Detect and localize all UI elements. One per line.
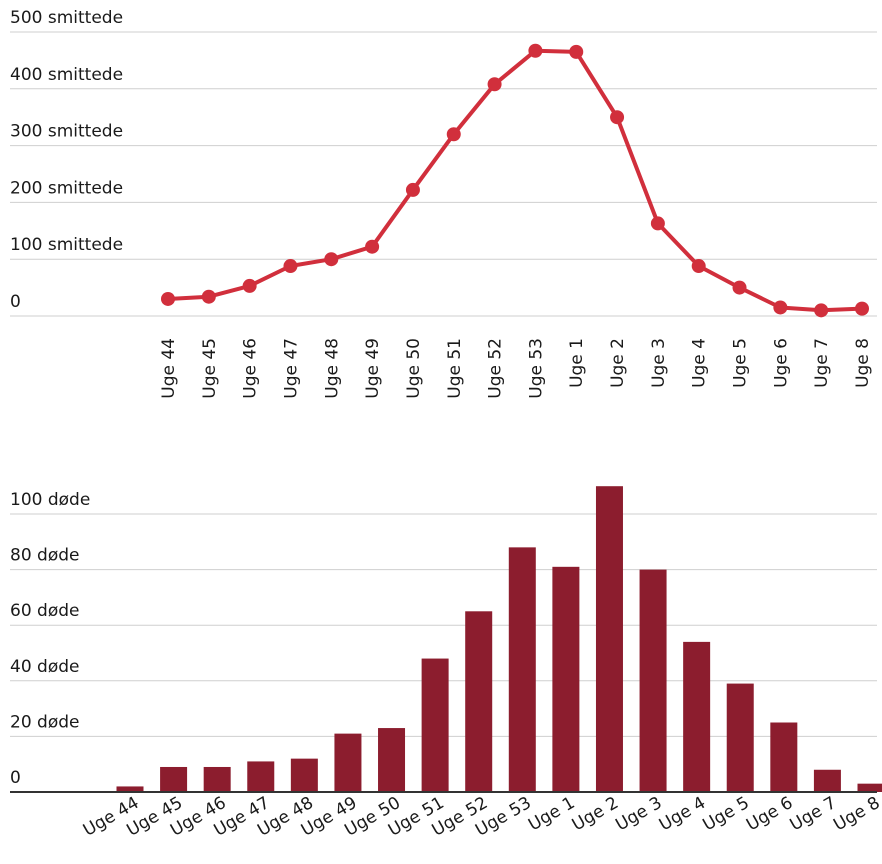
- deaths-bar-uge-2: [595, 486, 623, 792]
- deaths-bar-uge-3: [639, 569, 667, 792]
- infections-x-tick-label: Uge 4: [690, 338, 710, 388]
- deaths-bar-chart: 0 20 døde 40 døde 60 døde 80 døde 100 døde Ug…: [10, 486, 882, 841]
- deaths-y-tick-label: 20 døde: [10, 712, 79, 732]
- infections-line-chart: 0 100 smittede 200 smittede 300 smittede 400…: [10, 8, 877, 399]
- infections-point-uge-4: [691, 259, 706, 274]
- infections-x-tick-label: Uge 50: [404, 338, 424, 399]
- deaths-bar-uge-45: [160, 766, 188, 792]
- infections-point-uge-44: [161, 291, 175, 306]
- infections-point-uge-45: [201, 289, 216, 304]
- infections-x-tick-label: Uge 46: [241, 338, 261, 399]
- infections-y-axis-labels: 0 100 smittede 200 smittede 300 smittede 400…: [10, 8, 123, 312]
- infections-point-uge-46: [242, 278, 257, 293]
- deaths-bar-uge-44: [116, 786, 144, 792]
- infections-point-uge-5: [732, 280, 747, 295]
- infections-series-points: [161, 43, 869, 318]
- infections-point-uge-8: [855, 301, 869, 316]
- infections-x-tick-label: Uge 52: [486, 338, 506, 399]
- infections-y-tick-label: 100 smittede: [10, 235, 123, 255]
- deaths-x-tick-label: Uge 8: [830, 793, 882, 835]
- deaths-bar-uge-46: [203, 766, 231, 792]
- infections-x-tick-label: Uge 47: [281, 338, 301, 399]
- infections-x-tick-label: Uge 7: [812, 338, 832, 388]
- deaths-x-tick-label: Uge 5: [700, 793, 753, 835]
- infections-y-tick-label: 200 smittede: [10, 178, 123, 198]
- deaths-bar-uge-53: [508, 547, 536, 792]
- deaths-x-tick-label: Uge 2: [569, 793, 622, 835]
- infections-point-uge-3: [650, 216, 665, 231]
- infections-y-tick-label: 400 smittede: [10, 65, 123, 85]
- infections-point-uge-53: [528, 43, 543, 58]
- infections-x-tick-label: Uge 51: [445, 338, 465, 399]
- infections-x-tick-label: Uge 45: [200, 338, 220, 399]
- infections-point-uge-52: [487, 77, 502, 92]
- deaths-bar-uge-7: [813, 769, 841, 792]
- deaths-x-tick-label: Uge 4: [656, 793, 709, 835]
- infections-x-tick-label: Uge 2: [608, 338, 628, 388]
- infections-x-tick-label: Uge 48: [322, 338, 342, 399]
- deaths-bar-uge-47: [247, 761, 275, 792]
- deaths-bar-uge-50: [378, 728, 406, 792]
- deaths-y-tick-label: 60 døde: [10, 601, 79, 621]
- deaths-x-tick-label: Uge 7: [787, 793, 840, 835]
- infections-point-uge-6: [773, 300, 788, 315]
- infections-point-uge-50: [405, 182, 420, 197]
- deaths-y-axis-labels: 0 20 døde 40 døde 60 døde 80 døde 100 døde: [10, 490, 90, 788]
- infections-y-tick-label: 500 smittede: [10, 8, 123, 28]
- infections-point-uge-47: [283, 259, 298, 274]
- deaths-x-tick-label: Uge 6: [743, 793, 796, 835]
- deaths-y-tick-label: 40 døde: [10, 657, 79, 677]
- infections-point-uge-49: [365, 239, 380, 254]
- infections-x-tick-label: Uge 5: [731, 338, 751, 388]
- infections-x-tick-label: Uge 53: [526, 338, 546, 399]
- deaths-y-tick-label: 100 døde: [10, 490, 90, 510]
- deaths-bar-uge-4: [683, 641, 711, 792]
- infections-x-tick-label: Uge 3: [649, 338, 669, 388]
- infections-point-uge-1: [569, 44, 584, 59]
- deaths-bar-uge-6: [770, 722, 798, 792]
- deaths-bars: [116, 486, 882, 792]
- deaths-x-tick-label: Uge 1: [525, 793, 578, 835]
- infections-y-tick-label: 300 smittede: [10, 122, 123, 142]
- deaths-bar-uge-5: [726, 683, 754, 792]
- deaths-y-tick-label: 80 døde: [10, 546, 79, 566]
- infections-point-uge-2: [610, 110, 625, 125]
- deaths-bar-uge-8: [857, 783, 882, 792]
- infections-x-tick-label: Uge 49: [363, 338, 383, 399]
- infections-point-uge-7: [814, 303, 829, 318]
- deaths-bar-uge-48: [290, 758, 318, 792]
- infections-x-tick-label: Uge 6: [771, 338, 791, 388]
- infections-gridlines: [10, 31, 877, 317]
- infections-x-tick-label: Uge 44: [159, 338, 179, 399]
- deaths-bar-uge-1: [552, 566, 580, 792]
- infections-y-tick-label: 0: [10, 292, 21, 312]
- deaths-x-tick-label: Uge 3: [612, 793, 665, 835]
- deaths-y-tick-label: 0: [10, 768, 21, 788]
- infections-point-uge-48: [324, 252, 339, 267]
- deaths-bar-uge-52: [465, 611, 493, 792]
- infections-x-tick-label: Uge 8: [853, 338, 873, 388]
- infections-series-line: [166, 48, 864, 313]
- infections-x-axis-labels: Uge 44 Uge 45 Uge 46 Uge 47 Uge 48 Uge 49 Uge …: [159, 338, 873, 399]
- infections-point-uge-51: [446, 127, 461, 142]
- deaths-bar-uge-51: [421, 658, 449, 792]
- deaths-bar-uge-49: [334, 733, 362, 792]
- infections-x-tick-label: Uge 1: [567, 338, 587, 388]
